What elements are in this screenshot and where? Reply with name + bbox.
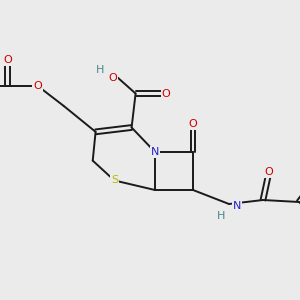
Text: O: O bbox=[162, 88, 170, 98]
Text: H: H bbox=[217, 211, 225, 221]
Text: N: N bbox=[151, 147, 159, 157]
Text: O: O bbox=[189, 119, 197, 129]
Text: O: O bbox=[3, 55, 12, 65]
Text: O: O bbox=[109, 73, 118, 82]
Text: H: H bbox=[95, 64, 104, 74]
Text: O: O bbox=[265, 167, 273, 177]
Text: O: O bbox=[33, 81, 42, 91]
Text: S: S bbox=[111, 176, 118, 185]
Text: N: N bbox=[233, 201, 242, 211]
